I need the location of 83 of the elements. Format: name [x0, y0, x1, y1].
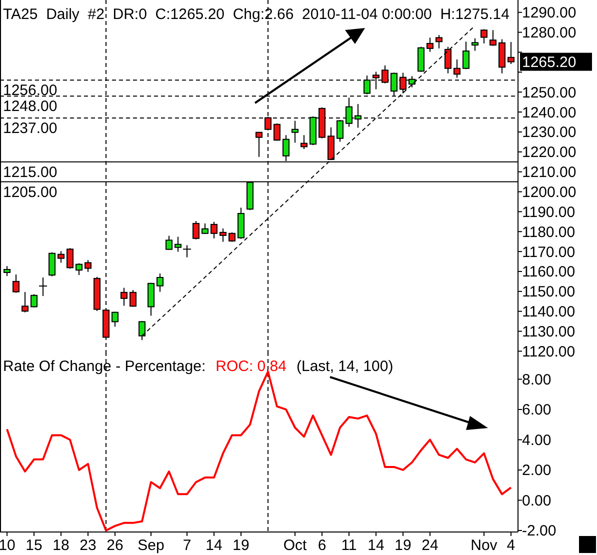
x-tick-label: 14 — [206, 537, 222, 554]
candlestick — [30, 294, 38, 308]
candlestick — [480, 28, 488, 44]
y-tick-label: 1210.00 — [522, 164, 576, 182]
candlestick — [84, 260, 92, 272]
ref-line-label: 1256.00 — [3, 82, 58, 100]
y-tick-label: 1190.00 — [522, 204, 576, 221]
candlestick — [130, 290, 137, 308]
x-tick-label: 7 — [182, 537, 192, 554]
x-tick-label: 19 — [232, 537, 250, 554]
ref-line-label: 1215.00 — [3, 164, 58, 181]
candlestick — [22, 292, 29, 313]
y-tick-label: 1150.00 — [522, 284, 576, 301]
candlestick — [58, 250, 65, 264]
candlestick — [274, 122, 280, 142]
candlestick — [166, 235, 173, 250]
candlestick — [417, 46, 424, 72]
x-tick-label: 26 — [106, 537, 124, 554]
y-tick-label: 1170.00 — [522, 244, 576, 261]
candlestick — [112, 311, 119, 328]
y-tick-label: 1160.00 — [522, 264, 576, 281]
candlestick — [300, 134, 308, 150]
x-tick-label: 11 — [341, 537, 357, 554]
chart-title: Rate Of Change - Percentage: — [3, 358, 206, 375]
candlestick — [435, 34, 442, 49]
y-tick-label: 1130.00 — [522, 324, 576, 341]
x-tick-label: 24 — [422, 537, 438, 554]
candlestick — [228, 232, 236, 242]
y-tick-label: 2.00 — [522, 462, 552, 480]
candlestick — [192, 220, 200, 240]
candlestick — [507, 41, 514, 64]
y-tick-label: 1250.00 — [522, 84, 576, 102]
y-tick-label: 1280.00 — [522, 24, 576, 42]
y-tick-label: 1180.00 — [522, 224, 576, 241]
candlestick — [453, 58, 460, 78]
candlestick — [426, 37, 434, 52]
y-tick-label: 4.00 — [522, 432, 552, 449]
x-tick-label: 6 — [318, 537, 326, 554]
x-tick-label: Oct — [283, 537, 308, 554]
ref-line-label: 1205.00 — [3, 184, 58, 201]
y-tick-label: 1230.00 — [522, 124, 576, 142]
y-tick-label: 6.00 — [522, 402, 552, 419]
candlestick — [471, 38, 478, 52]
y-tick-label: 1290.00 — [522, 4, 576, 22]
y-tick-label: -2.00 — [522, 522, 556, 540]
x-tick-label: 23 — [80, 537, 96, 554]
candlestick — [256, 132, 262, 158]
x-tick-label: 19 — [394, 537, 412, 554]
candlestick — [210, 221, 218, 239]
ref-line-label: 1237.00 — [3, 120, 58, 137]
y-tick-label: 1240.00 — [522, 104, 576, 122]
x-tick-label: 14 — [368, 537, 384, 554]
candlestick — [462, 41, 470, 70]
candlestick — [148, 282, 155, 316]
y-tick-label: 1140.00 — [522, 304, 576, 321]
y-tick-label: 8.00 — [522, 371, 552, 388]
x-tick-label: 10 — [0, 537, 16, 554]
candlestick — [120, 287, 128, 306]
candlestick — [76, 262, 83, 276]
candlestick — [12, 274, 20, 294]
y-tick-label: 1200.00 — [522, 184, 576, 201]
chart-subtitle: (Last, 14, 100) — [296, 358, 394, 375]
y-tick-label: 1220.00 — [522, 144, 576, 162]
ref-line-label: 1248.00 — [3, 98, 58, 116]
candlestick — [489, 30, 496, 46]
candlestick — [4, 266, 11, 277]
y-tick-label: 1120.00 — [522, 343, 576, 360]
candlestick — [444, 46, 452, 74]
candlestick — [156, 272, 164, 292]
candlestick — [174, 236, 182, 252]
x-tick-label: Nov — [470, 537, 498, 554]
candlestick — [66, 248, 74, 270]
chart-title: TA25 Daily #2 DR:0 C:1265.20 Chg:2.66 2010-11-04 0:00:00 H:1275.14 — [3, 6, 510, 23]
candlestick — [291, 120, 298, 144]
x-tick-label: 4 — [506, 537, 516, 554]
text: 1265.20 — [522, 54, 576, 72]
x-tick-label: 18 — [52, 537, 70, 554]
candlestick — [220, 228, 227, 242]
candlestick — [48, 252, 56, 277]
series-label: ROC: 0.84 — [216, 358, 286, 375]
x-tick-label: 15 — [26, 537, 42, 554]
x-tick-label: Sep — [138, 537, 164, 554]
y-tick-label: 0.00 — [522, 492, 552, 510]
